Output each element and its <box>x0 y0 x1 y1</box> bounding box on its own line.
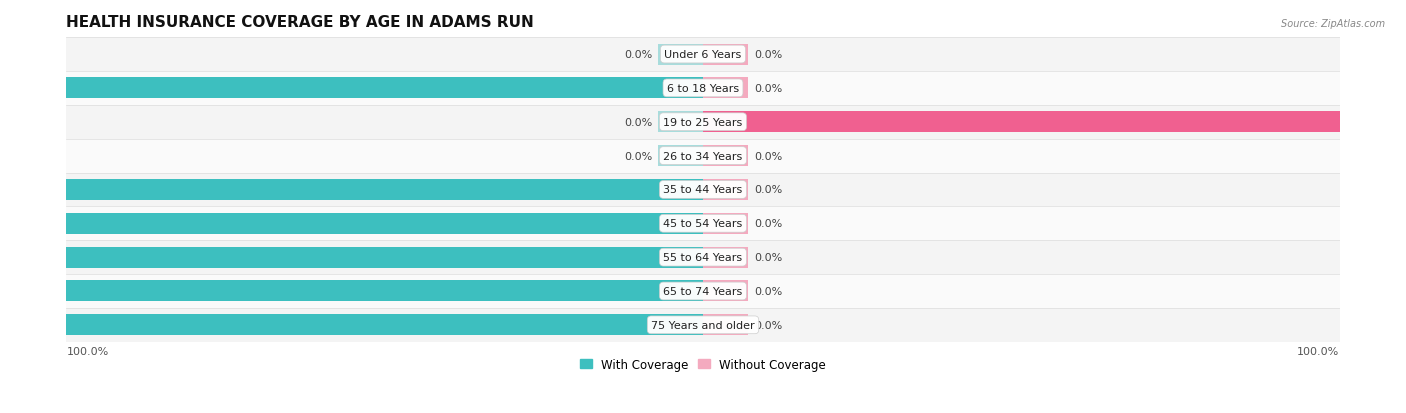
Bar <box>658 45 703 65</box>
Bar <box>66 173 1340 207</box>
Bar <box>66 315 703 335</box>
Text: 100.0%: 100.0% <box>1298 346 1340 356</box>
Bar <box>66 139 1340 173</box>
Text: Under 6 Years: Under 6 Years <box>665 50 741 60</box>
Text: 19 to 25 Years: 19 to 25 Years <box>664 117 742 128</box>
Text: 35 to 44 Years: 35 to 44 Years <box>664 185 742 195</box>
Text: 100.0%: 100.0% <box>66 346 108 356</box>
Bar <box>66 72 1340 106</box>
Bar <box>703 45 748 65</box>
Bar <box>66 308 1340 342</box>
Text: 75 Years and older: 75 Years and older <box>651 320 755 330</box>
Text: HEALTH INSURANCE COVERAGE BY AGE IN ADAMS RUN: HEALTH INSURANCE COVERAGE BY AGE IN ADAM… <box>66 15 534 30</box>
Text: 0.0%: 0.0% <box>754 50 782 60</box>
Bar <box>66 207 1340 241</box>
Text: 55 to 64 Years: 55 to 64 Years <box>664 252 742 263</box>
Bar <box>703 247 748 268</box>
Text: 0.0%: 0.0% <box>754 151 782 161</box>
Text: 45 to 54 Years: 45 to 54 Years <box>664 219 742 229</box>
Text: 100.0%: 100.0% <box>14 185 60 195</box>
Bar <box>703 180 748 200</box>
Text: 100.0%: 100.0% <box>14 84 60 94</box>
Text: 0.0%: 0.0% <box>754 286 782 296</box>
Bar <box>66 281 703 302</box>
Text: 0.0%: 0.0% <box>754 252 782 263</box>
Text: 0.0%: 0.0% <box>754 84 782 94</box>
Text: Source: ZipAtlas.com: Source: ZipAtlas.com <box>1281 19 1385 28</box>
Text: 26 to 34 Years: 26 to 34 Years <box>664 151 742 161</box>
Bar <box>66 106 1340 139</box>
Text: 100.0%: 100.0% <box>14 286 60 296</box>
Bar <box>703 213 748 234</box>
Text: 100.0%: 100.0% <box>14 252 60 263</box>
Text: 0.0%: 0.0% <box>624 50 652 60</box>
Bar <box>658 112 703 133</box>
Text: 0.0%: 0.0% <box>624 117 652 128</box>
Bar <box>66 78 703 99</box>
Text: 0.0%: 0.0% <box>624 151 652 161</box>
Bar <box>703 315 748 335</box>
Bar <box>66 180 703 200</box>
Bar <box>66 213 703 234</box>
Text: 100.0%: 100.0% <box>14 320 60 330</box>
Bar <box>66 274 1340 308</box>
Legend: With Coverage, Without Coverage: With Coverage, Without Coverage <box>575 353 831 375</box>
Text: 100.0%: 100.0% <box>14 219 60 229</box>
Text: 0.0%: 0.0% <box>754 219 782 229</box>
Bar <box>703 112 1340 133</box>
Bar <box>703 146 748 167</box>
Bar <box>658 146 703 167</box>
Text: 100.0%: 100.0% <box>1346 117 1392 128</box>
Bar <box>66 241 1340 274</box>
Bar <box>703 78 748 99</box>
Text: 0.0%: 0.0% <box>754 320 782 330</box>
Bar <box>66 38 1340 72</box>
Text: 0.0%: 0.0% <box>754 185 782 195</box>
Bar <box>66 247 703 268</box>
Text: 6 to 18 Years: 6 to 18 Years <box>666 84 740 94</box>
Bar <box>703 281 748 302</box>
Text: 65 to 74 Years: 65 to 74 Years <box>664 286 742 296</box>
